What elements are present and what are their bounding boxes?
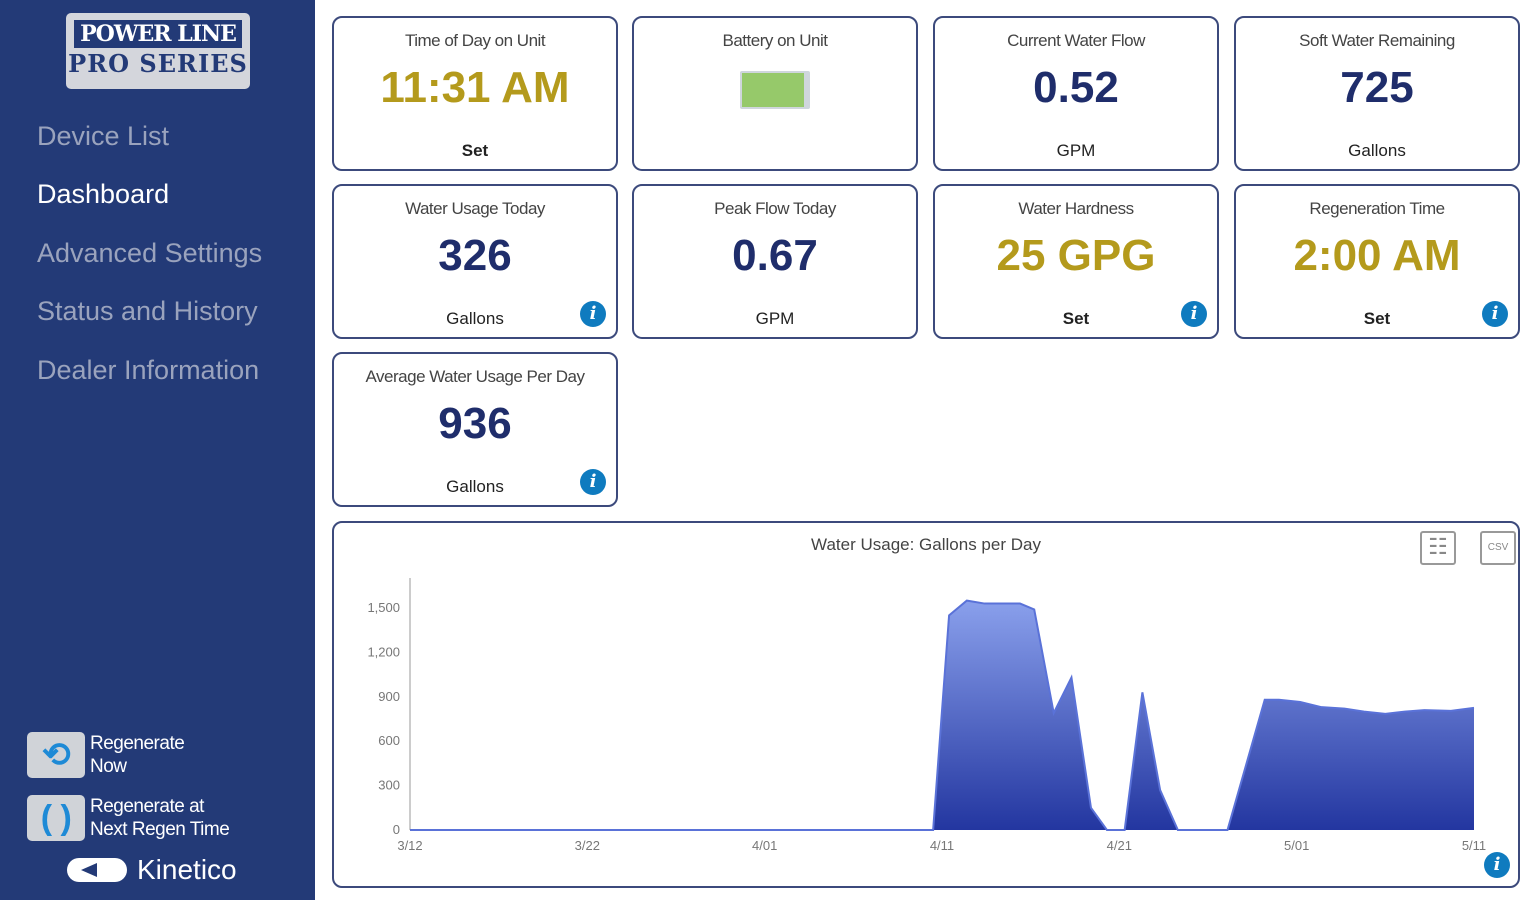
card-title: Water Usage Today (405, 199, 545, 218)
x-tick-label: 3/22 (575, 838, 600, 853)
action-label: Next Regen Time (90, 819, 230, 840)
card-usage-today: Water Usage Today 326 Gallons i (332, 184, 618, 339)
card-soft-water: Soft Water Remaining 725 Gallons (1234, 16, 1520, 171)
card-value: 2:00 AM (1293, 231, 1461, 280)
card-value: 25 GPG (996, 231, 1156, 280)
card-value: 326 (438, 231, 512, 280)
card-value: 725 (1340, 63, 1414, 112)
card-battery: Battery on Unit (632, 16, 918, 171)
card-value: 936 (438, 399, 512, 448)
action-label: Regenerate (90, 733, 185, 754)
series-line (410, 599, 1475, 831)
card-title: Time of Day on Unit (404, 31, 546, 50)
nav-status-history[interactable]: Status and History (37, 296, 258, 326)
card-value: 11:31 AM (380, 63, 570, 112)
card-peak-flow: Peak Flow Today 0.67 GPM (632, 184, 918, 339)
usage-chart: Water Usage: Gallons per Day ☷ CSV 0 300 6… (332, 521, 1520, 888)
card-unit: Gallons (446, 309, 504, 328)
x-tick-label: 4/11 (930, 838, 954, 853)
card-title: Soft Water Remaining (1299, 31, 1455, 50)
kinetico-mark-icon (67, 858, 127, 882)
card-value: 0.52 (1033, 63, 1119, 112)
card-regeneration-time: Regeneration Time 2:00 AM Set i (1234, 184, 1520, 339)
card-time-of-day: Time of Day on Unit 11:31 AM Set (332, 16, 618, 171)
card-title: Average Water Usage Per Day (365, 367, 585, 386)
info-icon[interactable]: i (580, 301, 606, 327)
nav-advanced-settings[interactable]: Advanced Settings (37, 238, 263, 268)
x-tick-label: 4/01 (752, 838, 777, 853)
action-label: Regenerate at (90, 796, 204, 817)
logo-line1: POWER LINE (74, 20, 242, 48)
set-regen-time-button[interactable]: Set (1363, 309, 1391, 328)
x-tick-label: 4/21 (1107, 838, 1132, 853)
y-tick-label: 300 (378, 778, 400, 793)
y-tick-label: 0 (393, 822, 400, 837)
battery-icon (740, 71, 810, 109)
card-title: Water Hardness (1018, 199, 1134, 218)
x-tick-label: 5/11 (1462, 838, 1486, 853)
y-tick-label: 1,200 (367, 644, 400, 659)
table-view-icon[interactable]: ☷ (1420, 531, 1456, 565)
nav-dashboard[interactable]: Dashboard (37, 179, 170, 209)
y-tick-label: 900 (378, 689, 400, 704)
nav-dealer-information[interactable]: Dealer Information (37, 355, 260, 385)
card-average-usage: Average Water Usage Per Day 936 Gallons … (332, 352, 618, 507)
x-tick-label: 3/12 (397, 838, 422, 853)
regen-timer-icon: ( ) (27, 795, 85, 841)
info-icon[interactable]: i (1482, 301, 1508, 327)
kinetico-logo: Kinetico (67, 854, 237, 886)
set-hardness-button[interactable]: Set (1062, 309, 1090, 328)
set-time-button[interactable]: Set (461, 141, 489, 160)
card-title: Current Water Flow (1007, 31, 1145, 50)
card-unit: GPM (1056, 141, 1096, 160)
regenerate-icon: ⟲ (27, 732, 85, 778)
card-unit: GPM (755, 309, 795, 328)
nav-device-list[interactable]: Device List (37, 121, 170, 151)
info-icon[interactable]: i (1181, 301, 1207, 327)
logo-line2: PRO SERIES (68, 49, 248, 78)
csv-download-button[interactable]: CSV (1480, 531, 1516, 565)
sidebar: POWER LINE PRO SERIES Device List Dashbo… (0, 0, 315, 900)
card-current-flow: Current Water Flow 0.52 GPM (933, 16, 1219, 171)
info-icon[interactable]: i (1484, 852, 1510, 878)
regenerate-next-time-button[interactable]: ( ) Regenerate at Next Regen Time (27, 795, 230, 841)
card-title: Battery on Unit (722, 31, 828, 50)
card-unit: Gallons (446, 477, 504, 496)
brand-name: Kinetico (137, 854, 237, 885)
chart-title: Water Usage: Gallons per Day (811, 535, 1041, 554)
y-tick-label: 600 (378, 733, 400, 748)
card-value: 0.67 (732, 231, 818, 280)
card-title: Peak Flow Today (714, 199, 836, 218)
chart-plot: 0 300 600 900 1,200 1,500 3/12 3/22 4/01 4/11 4/21… (367, 578, 1486, 853)
card-title: Regeneration Time (1309, 199, 1445, 218)
card-unit: Gallons (1348, 141, 1406, 160)
regenerate-now-button[interactable]: ⟲ Regenerate Now (27, 732, 185, 778)
x-tick-label: 5/01 (1284, 838, 1309, 853)
powerline-logo: POWER LINE PRO SERIES (66, 13, 250, 89)
y-tick-label: 1,500 (367, 600, 400, 615)
action-label: Now (90, 756, 127, 777)
card-water-hardness: Water Hardness 25 GPG Set i (933, 184, 1219, 339)
info-icon[interactable]: i (580, 469, 606, 495)
